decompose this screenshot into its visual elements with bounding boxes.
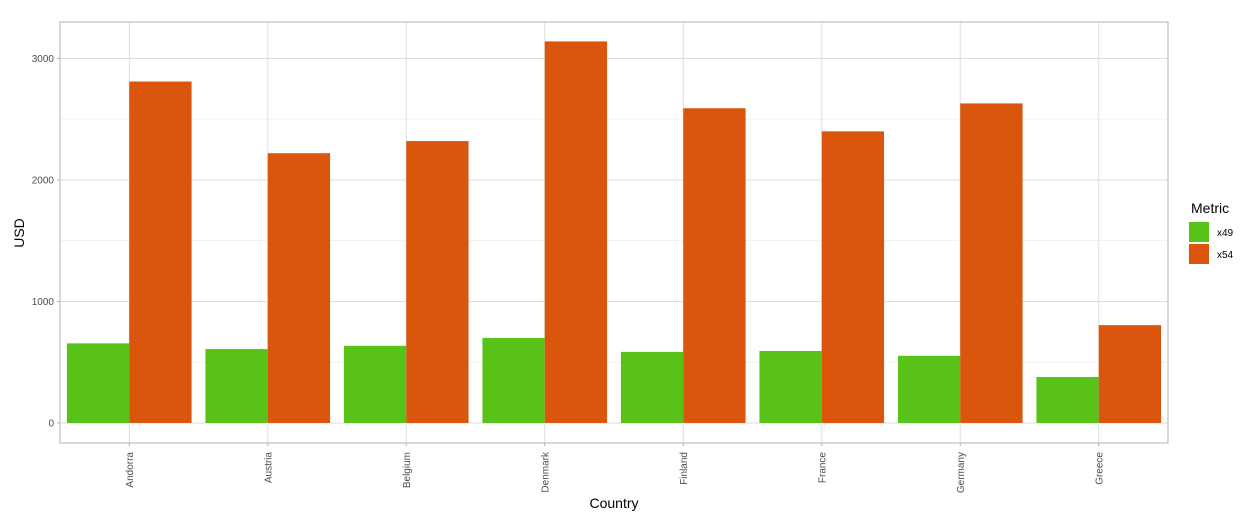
bar-x54-andorra [129, 81, 192, 423]
bars [66, 41, 1162, 423]
bar-x49-denmark [482, 337, 545, 423]
bar-x49-france [759, 351, 822, 423]
bar-x49-austria [205, 349, 268, 423]
bar-x54-denmark [544, 41, 608, 423]
legend: Metric x49 x54 [1189, 200, 1234, 264]
x-tick-label: Germany [956, 452, 967, 493]
bar-x54-germany [960, 103, 1023, 423]
legend-label: x49 [1217, 228, 1234, 239]
x-axis-ticks: Andorra Austria Belgium Denmark Finland Franc… [125, 443, 1105, 493]
bar-x49-germany [897, 355, 961, 423]
bar-x54-france [821, 131, 885, 423]
bar-x49-andorra [66, 343, 130, 423]
bar-x54-finland [683, 108, 746, 423]
y-tick-label: 3000 [32, 54, 55, 65]
bar-x49-finland [620, 351, 684, 423]
x-tick-label: Greece [1094, 452, 1105, 485]
legend-label: x54 [1217, 250, 1234, 261]
y-axis-ticks: 0 1000 2000 3000 [32, 54, 60, 429]
x-axis-title: Country [589, 495, 638, 511]
y-axis-title: USD [11, 218, 27, 248]
bar-x54-greece [1098, 325, 1162, 423]
y-tick-label: 1000 [32, 297, 55, 308]
panel-border [59, 21, 1169, 444]
x-tick-label: Denmark [540, 451, 551, 493]
bar-x54-belgium [406, 141, 469, 423]
y-tick-label: 0 [48, 418, 54, 429]
y-tick-label: 2000 [32, 175, 55, 186]
x-tick-label: Andorra [125, 452, 136, 488]
x-tick-label: Austria [263, 452, 274, 484]
legend-key-x49 [1189, 222, 1209, 242]
legend-title: Metric [1191, 200, 1229, 216]
bar-x54-austria [267, 153, 331, 423]
x-tick-label: Finland [679, 452, 690, 485]
x-tick-label: France [817, 452, 828, 484]
bar-x49-greece [1036, 377, 1099, 423]
bar-x49-belgium [343, 345, 407, 423]
legend-key-x54 [1189, 244, 1209, 264]
x-tick-label: Belgium [402, 452, 413, 488]
